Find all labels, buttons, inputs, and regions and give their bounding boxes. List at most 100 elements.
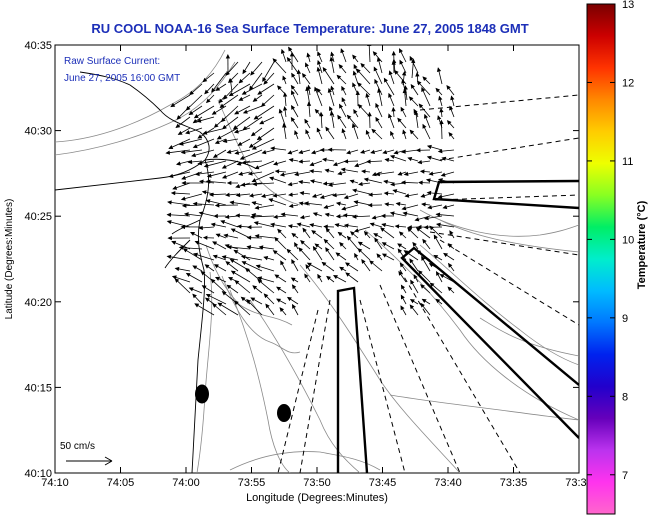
current-vector-head	[317, 51, 322, 57]
current-vector-head	[181, 203, 187, 208]
current-vector-head	[263, 79, 268, 85]
current-vector-head	[234, 280, 240, 285]
current-vector-head	[439, 107, 444, 113]
current-vector-head	[389, 211, 395, 216]
colorbar-tick-label: 7	[622, 470, 628, 482]
current-vector-head	[269, 176, 275, 181]
current-vector-head	[399, 262, 405, 268]
current-vector-head	[438, 95, 443, 101]
current-vector-head	[397, 117, 402, 123]
current-vector-head	[433, 254, 439, 260]
current-vector	[217, 127, 239, 140]
current-vector-head	[336, 74, 342, 80]
current-vector-head	[329, 56, 334, 62]
current-vector-head	[242, 109, 248, 114]
current-vector-head	[341, 85, 346, 91]
current-vector-head	[180, 196, 186, 201]
current-vector-head	[355, 90, 360, 95]
current-vector-head	[176, 161, 181, 166]
current-vector	[211, 72, 227, 93]
current-vector-head	[192, 265, 198, 270]
current-vector-head	[353, 109, 358, 114]
current-vector-head	[263, 293, 269, 299]
current-vector-head	[229, 200, 235, 205]
current-vector	[191, 149, 215, 157]
current-vector-head	[309, 169, 314, 174]
current-vector-head	[305, 264, 310, 270]
current-vector-head	[220, 220, 226, 225]
current-vector-head	[306, 101, 312, 106]
x-tick-label: 74:05	[107, 477, 135, 489]
current-vector-head	[420, 284, 425, 289]
current-vector-head	[312, 245, 318, 251]
current-vector-head	[235, 192, 241, 198]
current-vector-head	[428, 263, 434, 268]
current-vector-head	[202, 235, 208, 240]
current-vector-head	[399, 59, 404, 65]
x-tick-label: 73:35	[500, 477, 528, 489]
current-vector-head	[375, 116, 380, 122]
current-vector-head	[205, 98, 211, 104]
current-vector-head	[409, 258, 414, 264]
current-vector-head	[323, 204, 329, 209]
current-vector	[179, 246, 203, 250]
current-vector-head	[287, 150, 293, 155]
current-vector-head	[353, 200, 359, 205]
current-vector-head	[205, 179, 211, 184]
current-vector-head	[263, 256, 269, 261]
current-vector-head	[270, 146, 275, 151]
current-vector-head	[319, 147, 325, 153]
current-vector-head	[208, 192, 214, 197]
current-vector-head	[248, 143, 254, 148]
current-vector-head	[291, 232, 297, 238]
current-vector	[217, 302, 239, 316]
current-vector-head	[449, 105, 454, 111]
current-vector-head	[366, 159, 371, 164]
x-tick-label: 73:40	[434, 477, 462, 489]
current-vector-head	[238, 171, 243, 176]
current-vector-head	[287, 182, 293, 187]
current-vector-head	[213, 213, 218, 219]
current-vector-head	[326, 275, 331, 281]
current-vector-head	[279, 172, 285, 177]
current-vector-head	[235, 213, 240, 218]
current-vector-head	[329, 106, 333, 112]
current-vector-head	[214, 139, 220, 144]
current-vector-head	[323, 224, 328, 229]
current-vector-head	[272, 250, 278, 255]
current-vector-head	[185, 130, 190, 135]
current-vector-head	[383, 77, 388, 83]
current-vector	[194, 303, 215, 316]
current-vector-head	[236, 161, 242, 166]
current-vector-head	[346, 235, 352, 241]
current-vector-head	[226, 180, 232, 186]
colorbar-tick-label: 9	[622, 313, 628, 325]
current-vector-head	[211, 110, 217, 115]
current-vector-head	[341, 206, 347, 211]
current-vector-head	[305, 62, 309, 68]
current-vector-head	[202, 130, 208, 135]
current-vector-head	[257, 90, 263, 95]
current-vector-head	[210, 278, 216, 284]
current-vector-head	[230, 270, 236, 275]
current-vector-head	[335, 201, 341, 206]
y-tick-label: 40:25	[24, 211, 52, 223]
current-vector-head	[190, 231, 195, 236]
x-tick-label: 74:00	[172, 477, 200, 489]
current-vector	[252, 138, 275, 150]
current-vector-head	[337, 171, 343, 176]
current-vector-head	[373, 66, 378, 72]
current-vector-head	[345, 272, 351, 277]
current-vector-head	[221, 291, 227, 296]
current-vector-head	[246, 298, 251, 304]
current-vector-head	[252, 181, 257, 187]
current-vector-head	[282, 122, 287, 128]
current-vector-head	[193, 252, 198, 257]
colorbar-tick-label: 13	[622, 0, 634, 11]
current-vector-head	[181, 175, 187, 180]
current-vector-head	[306, 262, 312, 267]
current-vector-head	[203, 163, 209, 168]
current-vector-head	[257, 276, 263, 281]
current-vector-head	[421, 87, 426, 93]
current-vector-head	[418, 180, 423, 185]
